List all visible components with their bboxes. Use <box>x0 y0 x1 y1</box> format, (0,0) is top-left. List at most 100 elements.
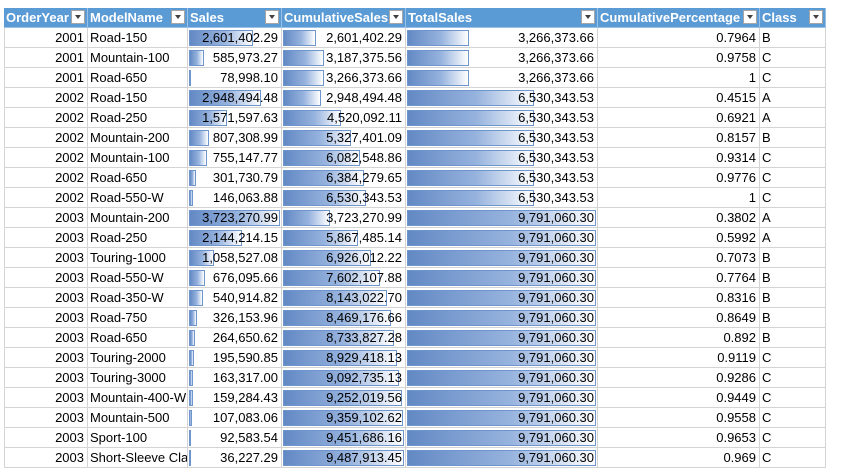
cell-totalsales[interactable]: 6,530,343.53 <box>406 88 598 108</box>
header-orderyear[interactable]: OrderYear <box>4 8 88 28</box>
cell-orderyear[interactable]: 2003 <box>4 368 88 388</box>
cell-sales[interactable]: 146,063.88 <box>188 188 282 208</box>
cell-class[interactable]: C <box>760 388 826 408</box>
cell-class[interactable]: B <box>760 308 826 328</box>
cell-cumulativepercentage[interactable]: 0.9758 <box>598 48 760 68</box>
cell-orderyear[interactable]: 2003 <box>4 408 88 428</box>
cell-sales[interactable]: 326,153.96 <box>188 308 282 328</box>
cell-cumulativesales[interactable]: 8,143,022.70 <box>282 288 406 308</box>
cell-cumulativesales[interactable]: 9,487,913.45 <box>282 448 406 468</box>
cell-totalsales[interactable]: 3,266,373.66 <box>406 28 598 48</box>
cell-cumulativepercentage[interactable]: 0.8316 <box>598 288 760 308</box>
cell-cumulativepercentage[interactable]: 0.9653 <box>598 428 760 448</box>
cell-sales[interactable]: 1,058,527.08 <box>188 248 282 268</box>
cell-class[interactable]: C <box>760 188 826 208</box>
cell-orderyear[interactable]: 2003 <box>4 388 88 408</box>
cell-sales[interactable]: 755,147.77 <box>188 148 282 168</box>
filter-dropdown-icon[interactable] <box>265 10 279 24</box>
cell-cumulativepercentage[interactable]: 1 <box>598 68 760 88</box>
cell-totalsales[interactable]: 9,791,060.30 <box>406 228 598 248</box>
cell-cumulativesales[interactable]: 8,733,827.28 <box>282 328 406 348</box>
cell-totalsales[interactable]: 9,791,060.30 <box>406 308 598 328</box>
cell-cumulativepercentage[interactable]: 0.4515 <box>598 88 760 108</box>
cell-cumulativepercentage[interactable]: 0.7964 <box>598 28 760 48</box>
cell-cumulativesales[interactable]: 9,451,686.16 <box>282 428 406 448</box>
cell-modelname[interactable]: Mountain-200 <box>88 128 188 148</box>
cell-orderyear[interactable]: 2003 <box>4 328 88 348</box>
cell-orderyear[interactable]: 2003 <box>4 268 88 288</box>
cell-class[interactable]: B <box>760 248 826 268</box>
cell-totalsales[interactable]: 9,791,060.30 <box>406 408 598 428</box>
cell-orderyear[interactable]: 2001 <box>4 68 88 88</box>
cell-sales[interactable]: 107,083.06 <box>188 408 282 428</box>
cell-cumulativesales[interactable]: 6,384,279.65 <box>282 168 406 188</box>
cell-class[interactable]: B <box>760 288 826 308</box>
cell-orderyear[interactable]: 2003 <box>4 348 88 368</box>
cell-orderyear[interactable]: 2003 <box>4 228 88 248</box>
cell-class[interactable]: C <box>760 348 826 368</box>
cell-sales[interactable]: 585,973.27 <box>188 48 282 68</box>
cell-sales[interactable]: 92,583.54 <box>188 428 282 448</box>
cell-cumulativepercentage[interactable]: 0.9449 <box>598 388 760 408</box>
cell-cumulativesales[interactable]: 9,252,019.56 <box>282 388 406 408</box>
cell-modelname[interactable]: Road-550-W <box>88 268 188 288</box>
cell-totalsales[interactable]: 6,530,343.53 <box>406 188 598 208</box>
cell-cumulativepercentage[interactable]: 1 <box>598 188 760 208</box>
cell-cumulativesales[interactable]: 3,187,375.56 <box>282 48 406 68</box>
cell-totalsales[interactable]: 9,791,060.30 <box>406 428 598 448</box>
filter-dropdown-icon[interactable] <box>389 10 403 24</box>
cell-modelname[interactable]: Touring-3000 <box>88 368 188 388</box>
cell-cumulativepercentage[interactable]: 0.7764 <box>598 268 760 288</box>
cell-class[interactable]: A <box>760 88 826 108</box>
cell-class[interactable]: C <box>760 408 826 428</box>
cell-modelname[interactable]: Mountain-100 <box>88 48 188 68</box>
filter-dropdown-icon[interactable] <box>743 10 757 24</box>
header-sales[interactable]: Sales <box>188 8 282 28</box>
cell-orderyear[interactable]: 2001 <box>4 48 88 68</box>
cell-cumulativesales[interactable]: 8,929,418.13 <box>282 348 406 368</box>
cell-sales[interactable]: 159,284.43 <box>188 388 282 408</box>
cell-class[interactable]: B <box>760 328 826 348</box>
cell-cumulativesales[interactable]: 9,359,102.62 <box>282 408 406 428</box>
cell-totalsales[interactable]: 9,791,060.30 <box>406 368 598 388</box>
cell-modelname[interactable]: Touring-2000 <box>88 348 188 368</box>
cell-orderyear[interactable]: 2003 <box>4 308 88 328</box>
cell-orderyear[interactable]: 2002 <box>4 168 88 188</box>
cell-class[interactable]: C <box>760 428 826 448</box>
cell-sales[interactable]: 2,144,214.15 <box>188 228 282 248</box>
cell-totalsales[interactable]: 9,791,060.30 <box>406 388 598 408</box>
header-class[interactable]: Class <box>760 8 826 28</box>
cell-modelname[interactable]: Road-250 <box>88 228 188 248</box>
cell-cumulativesales[interactable]: 6,530,343.53 <box>282 188 406 208</box>
cell-orderyear[interactable]: 2002 <box>4 128 88 148</box>
cell-orderyear[interactable]: 2002 <box>4 88 88 108</box>
header-totalsales[interactable]: TotalSales <box>406 8 598 28</box>
cell-sales[interactable]: 301,730.79 <box>188 168 282 188</box>
cell-orderyear[interactable]: 2002 <box>4 148 88 168</box>
cell-cumulativepercentage[interactable]: 0.7073 <box>598 248 760 268</box>
cell-class[interactable]: C <box>760 368 826 388</box>
cell-modelname[interactable]: Road-150 <box>88 28 188 48</box>
cell-cumulativepercentage[interactable]: 0.9558 <box>598 408 760 428</box>
cell-totalsales[interactable]: 9,791,060.30 <box>406 448 598 468</box>
cell-class[interactable]: A <box>760 108 826 128</box>
filter-dropdown-icon[interactable] <box>171 10 185 24</box>
cell-class[interactable]: B <box>760 28 826 48</box>
cell-modelname[interactable]: Touring-1000 <box>88 248 188 268</box>
cell-sales[interactable]: 3,723,270.99 <box>188 208 282 228</box>
cell-orderyear[interactable]: 2002 <box>4 108 88 128</box>
cell-totalsales[interactable]: 6,530,343.53 <box>406 168 598 188</box>
filter-dropdown-icon[interactable] <box>581 10 595 24</box>
cell-modelname[interactable]: Short-Sleeve Classic Jersey <box>88 448 188 468</box>
cell-cumulativesales[interactable]: 2,948,494.48 <box>282 88 406 108</box>
cell-orderyear[interactable]: 2003 <box>4 208 88 228</box>
cell-cumulativepercentage[interactable]: 0.9286 <box>598 368 760 388</box>
cell-totalsales[interactable]: 6,530,343.53 <box>406 128 598 148</box>
cell-orderyear[interactable]: 2003 <box>4 448 88 468</box>
cell-sales[interactable]: 163,317.00 <box>188 368 282 388</box>
cell-totalsales[interactable]: 9,791,060.30 <box>406 248 598 268</box>
cell-modelname[interactable]: Mountain-400-W <box>88 388 188 408</box>
cell-modelname[interactable]: Road-250 <box>88 108 188 128</box>
cell-modelname[interactable]: Mountain-100 <box>88 148 188 168</box>
cell-cumulativesales[interactable]: 6,082,548.86 <box>282 148 406 168</box>
